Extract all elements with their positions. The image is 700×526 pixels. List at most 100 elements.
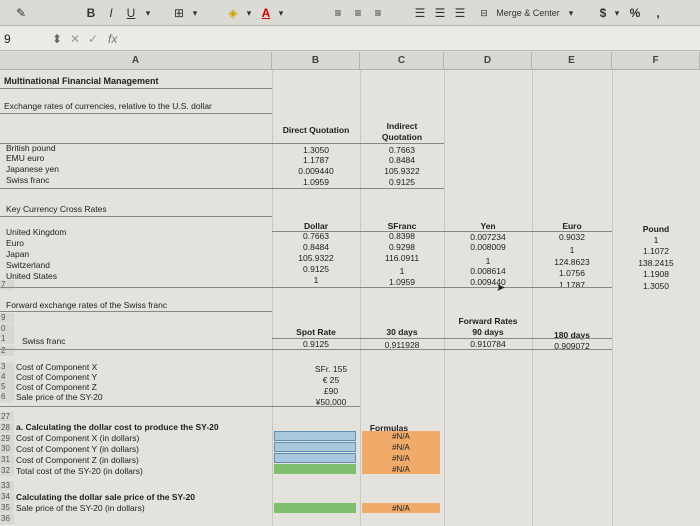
- borders-icon[interactable]: ⊞: [173, 6, 185, 20]
- forward-rates-header[interactable]: Forward Rates: [458, 316, 518, 326]
- row-number[interactable]: 31: [0, 455, 14, 465]
- row-number[interactable]: 30: [0, 444, 14, 454]
- cross-switzerland-euro[interactable]: 1.0756: [559, 268, 585, 278]
- align-left-icon[interactable]: ☰: [414, 6, 426, 20]
- direct-rate-swiss-franc[interactable]: 1.0959: [303, 177, 329, 187]
- cross-us-yen[interactable]: 0.009440: [470, 277, 506, 287]
- row-number[interactable]: 5: [0, 382, 14, 392]
- row-number[interactable]: 6: [0, 392, 14, 402]
- align-right-icon[interactable]: ☰: [454, 6, 466, 20]
- days180-value[interactable]: 0.909072: [554, 341, 590, 351]
- dollar-cost-label-total[interactable]: Total cost of the SY-20 (in dollars): [16, 466, 143, 476]
- cross-euro-dollar[interactable]: 0.8484: [303, 242, 329, 252]
- column-header-c[interactable]: C: [360, 52, 444, 70]
- sheet-title[interactable]: Multinational Financial Management: [4, 76, 159, 86]
- cross-country-us[interactable]: United States: [6, 271, 58, 281]
- input-cell-total-cost[interactable]: [274, 464, 356, 474]
- currency-button[interactable]: $: [599, 6, 607, 20]
- indirect-quotation-header-line2[interactable]: Quotation: [381, 132, 423, 142]
- rate-label-swiss-franc[interactable]: Swiss franc: [6, 175, 50, 185]
- section-b-title[interactable]: Calculating the dollar sale price of the…: [16, 492, 196, 502]
- row-number[interactable]: 1: [0, 334, 14, 344]
- row-number[interactable]: 0: [0, 324, 14, 334]
- dollar-cost-label-z[interactable]: Cost of Component Z (in dollars): [16, 455, 139, 465]
- cost-value-z[interactable]: £90: [323, 386, 339, 396]
- font-color-icon[interactable]: A: [261, 6, 271, 20]
- row-number[interactable]: 32: [0, 466, 14, 476]
- cross-us-sfranc[interactable]: 1.0959: [389, 277, 415, 287]
- cancel-icon[interactable]: ✕: [70, 32, 81, 46]
- cross-euro-sfranc[interactable]: 0.9298: [389, 242, 415, 252]
- cross-switzerland-dollar[interactable]: 0.9125: [303, 264, 329, 274]
- cross-uk-dollar[interactable]: 0.7663: [303, 231, 329, 241]
- days30-header[interactable]: 30 days: [386, 327, 418, 337]
- name-box-stepper-icon[interactable]: ⬍: [52, 32, 63, 46]
- sheet-subtitle[interactable]: Exchange rates of currencies, relative t…: [4, 101, 212, 111]
- merge-icon[interactable]: ⊟: [480, 8, 488, 18]
- direct-rate-emu-euro[interactable]: 1.1787: [303, 155, 329, 165]
- cross-country-euro[interactable]: Euro: [6, 238, 24, 248]
- column-header-d[interactable]: D: [444, 52, 532, 70]
- align-center-icon[interactable]: ☰: [434, 6, 446, 20]
- rate-label-british-pound[interactable]: British pound: [6, 143, 56, 153]
- percent-button[interactable]: %: [629, 6, 641, 20]
- column-header-f[interactable]: F: [612, 52, 700, 70]
- borders-dropdown-icon[interactable]: ▾: [192, 8, 198, 18]
- cost-label-y[interactable]: Cost of Component Y: [16, 372, 98, 382]
- confirm-icon[interactable]: ✓: [88, 32, 99, 46]
- dollar-cost-label-y[interactable]: Cost of Component Y (in dollars): [16, 444, 139, 454]
- cost-value-x[interactable]: SFr. 155: [314, 364, 348, 374]
- row-number[interactable]: 4: [0, 372, 14, 382]
- cross-country-japan[interactable]: Japan: [6, 249, 30, 259]
- input-cell-cost-z-dollars[interactable]: [274, 453, 356, 463]
- indirect-quotation-header[interactable]: Indirect: [386, 121, 418, 131]
- rate-label-japanese-yen[interactable]: Japanese yen: [6, 164, 59, 174]
- indirect-rate-swiss-franc[interactable]: 0.9125: [389, 177, 415, 187]
- row-number[interactable]: 9: [0, 313, 14, 323]
- column-header-e[interactable]: E: [532, 52, 612, 70]
- cross-country-switzerland[interactable]: Switzerland: [6, 260, 50, 270]
- cross-header-pound[interactable]: Pound: [642, 224, 670, 234]
- underline-dropdown-icon[interactable]: ▾: [145, 8, 151, 18]
- input-cell-cost-y-dollars[interactable]: [274, 442, 356, 452]
- cost-value-y[interactable]: € 25: [322, 375, 340, 385]
- cross-header-euro[interactable]: Euro: [562, 221, 582, 231]
- cross-euro-euro[interactable]: 1: [569, 245, 575, 255]
- row-number[interactable]: 36: [0, 514, 14, 524]
- cross-uk-yen[interactable]: 0.007234: [470, 232, 506, 242]
- cross-euro-yen[interactable]: 0.008009: [470, 242, 506, 252]
- row-number[interactable]: 29: [0, 434, 14, 444]
- cross-euro-pound[interactable]: 1.1072: [643, 246, 669, 256]
- row-number[interactable]: 33: [0, 481, 14, 491]
- cell-reference[interactable]: 9: [4, 32, 11, 46]
- input-cell-cost-x-dollars[interactable]: [274, 431, 356, 441]
- spot-rate-header[interactable]: Spot Rate: [296, 327, 336, 337]
- swiss-franc-label[interactable]: Swiss franc: [22, 336, 66, 346]
- bold-button[interactable]: B: [86, 6, 96, 20]
- direct-rate-british-pound[interactable]: 1.3050: [303, 145, 329, 155]
- fill-color-icon[interactable]: ◈: [228, 6, 238, 20]
- formulas-header[interactable]: Formulas: [369, 423, 409, 433]
- indirect-rate-emu-euro[interactable]: 0.8484: [389, 155, 415, 165]
- cost-label-x[interactable]: Cost of Component X: [16, 362, 98, 372]
- cross-rates-title[interactable]: Key Currency Cross Rates: [6, 204, 107, 214]
- days90-header[interactable]: 90 days: [472, 327, 504, 337]
- row-number[interactable]: 28: [0, 423, 14, 433]
- cross-uk-pound[interactable]: 1: [653, 235, 659, 245]
- cross-us-euro[interactable]: 1.1787: [559, 280, 585, 290]
- function-icon[interactable]: fx: [108, 32, 118, 46]
- dollar-cost-label-x[interactable]: Cost of Component X (in dollars): [16, 433, 140, 443]
- cross-japan-yen[interactable]: 1: [485, 256, 491, 266]
- cross-japan-dollar[interactable]: 105.9322: [298, 253, 334, 263]
- direct-rate-japanese-yen[interactable]: 0.009440: [298, 166, 334, 176]
- row-number[interactable]: 2: [0, 346, 14, 356]
- formula-cost-z[interactable]: #N/A: [392, 454, 410, 463]
- merge-center-button[interactable]: Merge & Center: [496, 8, 560, 18]
- indirect-rate-british-pound[interactable]: 0.7663: [389, 145, 415, 155]
- days30-value[interactable]: 0.911928: [384, 340, 420, 350]
- align-bottom-icon[interactable]: ≡: [374, 6, 382, 20]
- column-header-a[interactable]: A: [0, 52, 272, 70]
- currency-dropdown-icon[interactable]: ▾: [614, 8, 620, 18]
- rate-label-emu-euro[interactable]: EMU euro: [6, 153, 45, 163]
- formula-cost-y[interactable]: #N/A: [392, 443, 410, 452]
